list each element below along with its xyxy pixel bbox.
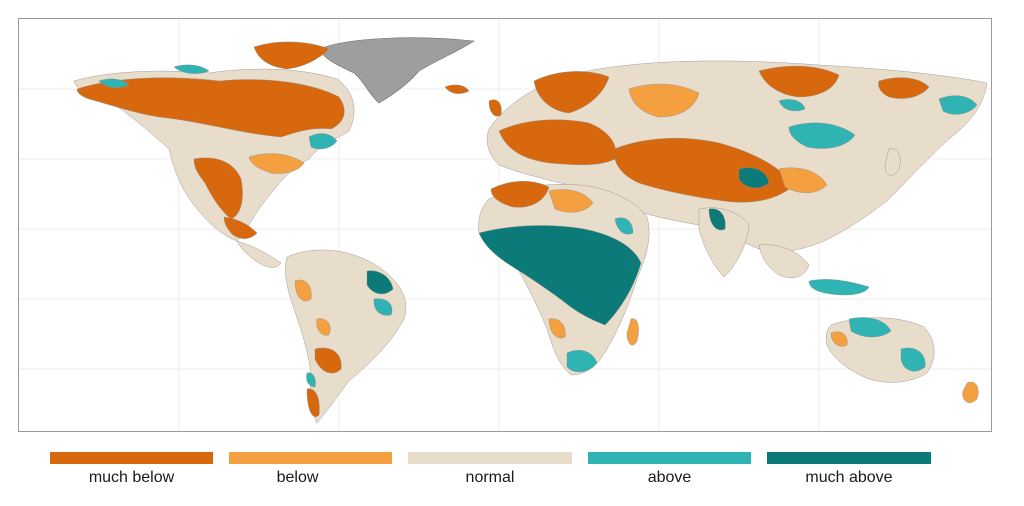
indonesia-above bbox=[808, 279, 870, 296]
legend-label-normal: normal bbox=[465, 469, 515, 486]
new-zealand-below bbox=[962, 381, 979, 403]
madagascar-region bbox=[626, 318, 639, 346]
far-east-above bbox=[938, 95, 978, 115]
southern-africa-above bbox=[566, 350, 598, 373]
usa-below bbox=[248, 153, 305, 174]
siberia-above bbox=[778, 99, 806, 112]
uk-region bbox=[488, 99, 502, 117]
east-siberia-much-below bbox=[878, 77, 930, 99]
world-map-svg bbox=[19, 19, 991, 431]
alaska-above bbox=[98, 78, 130, 88]
russia-below bbox=[628, 83, 700, 118]
australia-west-below bbox=[830, 331, 848, 347]
brazil-above bbox=[373, 298, 393, 316]
south-america-much-above bbox=[366, 270, 394, 295]
bolivia-below bbox=[316, 318, 331, 336]
scandinavia-much-below bbox=[533, 71, 610, 114]
angola-below bbox=[548, 318, 566, 339]
world-map bbox=[18, 18, 992, 432]
mexico-much-below bbox=[223, 216, 258, 239]
australia-east-above bbox=[900, 347, 926, 372]
peru-below bbox=[294, 279, 312, 302]
arctic-above bbox=[173, 64, 210, 74]
legend-label-above: above bbox=[647, 469, 692, 486]
india-region bbox=[698, 207, 750, 278]
legend-swatch-much-above bbox=[767, 452, 931, 464]
canada-east-above bbox=[308, 133, 338, 150]
southeast-asia-region bbox=[758, 244, 810, 278]
legend-label-below: below bbox=[276, 469, 319, 486]
greenland-region bbox=[318, 37, 475, 104]
legend-swatch-much-below bbox=[50, 452, 213, 464]
legend-label-much-above: much above bbox=[805, 469, 893, 486]
central-america-region bbox=[236, 240, 282, 268]
south-america-region bbox=[285, 249, 407, 424]
central-asia-above bbox=[738, 167, 770, 189]
legend-swatch-below bbox=[229, 452, 392, 464]
iceland-region bbox=[444, 84, 470, 94]
north-africa-much-below bbox=[490, 181, 550, 208]
china-below bbox=[778, 167, 828, 193]
legend-swatch-above bbox=[588, 452, 751, 464]
sahara-below bbox=[548, 189, 594, 213]
east-africa-above bbox=[614, 217, 634, 235]
mongolia-above bbox=[788, 122, 856, 149]
central-africa-much-above bbox=[478, 225, 642, 326]
legend-label-much-below: much below bbox=[88, 469, 175, 486]
japan-region bbox=[884, 148, 901, 176]
canada-much-below bbox=[76, 77, 345, 138]
argentina-much-below bbox=[314, 347, 342, 374]
australia-north-above bbox=[848, 317, 892, 338]
legend-swatch-normal bbox=[408, 452, 572, 464]
arctic-islands-much-below bbox=[253, 41, 330, 70]
india-above bbox=[708, 208, 726, 231]
siberia-much-below bbox=[758, 65, 840, 98]
chile-above bbox=[306, 372, 316, 388]
patagonia-much-below bbox=[306, 388, 320, 417]
